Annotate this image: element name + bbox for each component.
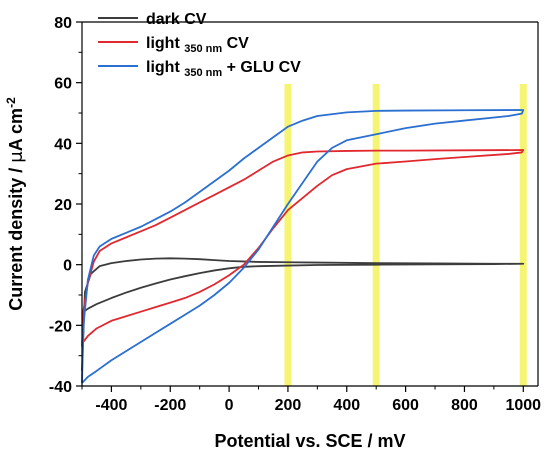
legend-label-sub-1: 350 nm [184, 43, 222, 55]
legend-label-main-0: dark CV [146, 11, 207, 28]
x-axis-title: Potential vs. SCE / mV [214, 431, 405, 451]
y-axis-title-mu: μ [6, 151, 27, 163]
x-tick-label-3: 200 [275, 397, 302, 414]
y-tick-label-6: 80 [54, 15, 72, 32]
legend-label-sub-2: 350 nm [184, 67, 222, 79]
legend-label-1: light 350 nm CV [146, 35, 249, 55]
y-axis-title: Current density / μA cm-2 [4, 97, 27, 311]
legend-label-after-2: + GLU CV [222, 59, 301, 76]
x-tick-label-2: 0 [225, 397, 234, 414]
y-axis-title-unit: A cm [6, 108, 26, 151]
y-tick-label-0: -40 [49, 379, 72, 396]
highlight-band-1 [372, 84, 380, 386]
x-tick-label-6: 800 [451, 397, 478, 414]
y-axis-title-exponent: -2 [4, 97, 18, 108]
series-line-0 [81, 257, 525, 371]
y-tick-label-2: 0 [63, 258, 72, 275]
y-tick-label-1: -20 [49, 318, 72, 335]
series-line-2 [81, 109, 525, 384]
highlight-band-0 [284, 84, 292, 386]
legend-label-main-1: light [146, 35, 184, 52]
legend-label-main-2: light [146, 59, 184, 76]
highlight-band-2 [519, 84, 527, 386]
x-tick-label-7: 1000 [505, 397, 541, 414]
x-tick-label-0: -400 [95, 397, 127, 414]
series-lines [81, 109, 525, 384]
legend-label-0: dark CV [146, 11, 207, 28]
legend-label-after-1: CV [222, 35, 249, 52]
x-tick-label-4: 400 [333, 397, 360, 414]
series-line-1 [81, 149, 525, 347]
y-tick-label-4: 40 [54, 136, 72, 153]
x-tick-label-5: 600 [392, 397, 419, 414]
y-axis-title-main: Current density / [6, 163, 26, 311]
x-tick-label-1: -200 [154, 397, 186, 414]
y-tick-label-3: 20 [54, 197, 72, 214]
highlight-bands [284, 84, 527, 386]
legend-label-2: light 350 nm + GLU CV [146, 59, 301, 79]
y-tick-label-5: 60 [54, 76, 72, 93]
